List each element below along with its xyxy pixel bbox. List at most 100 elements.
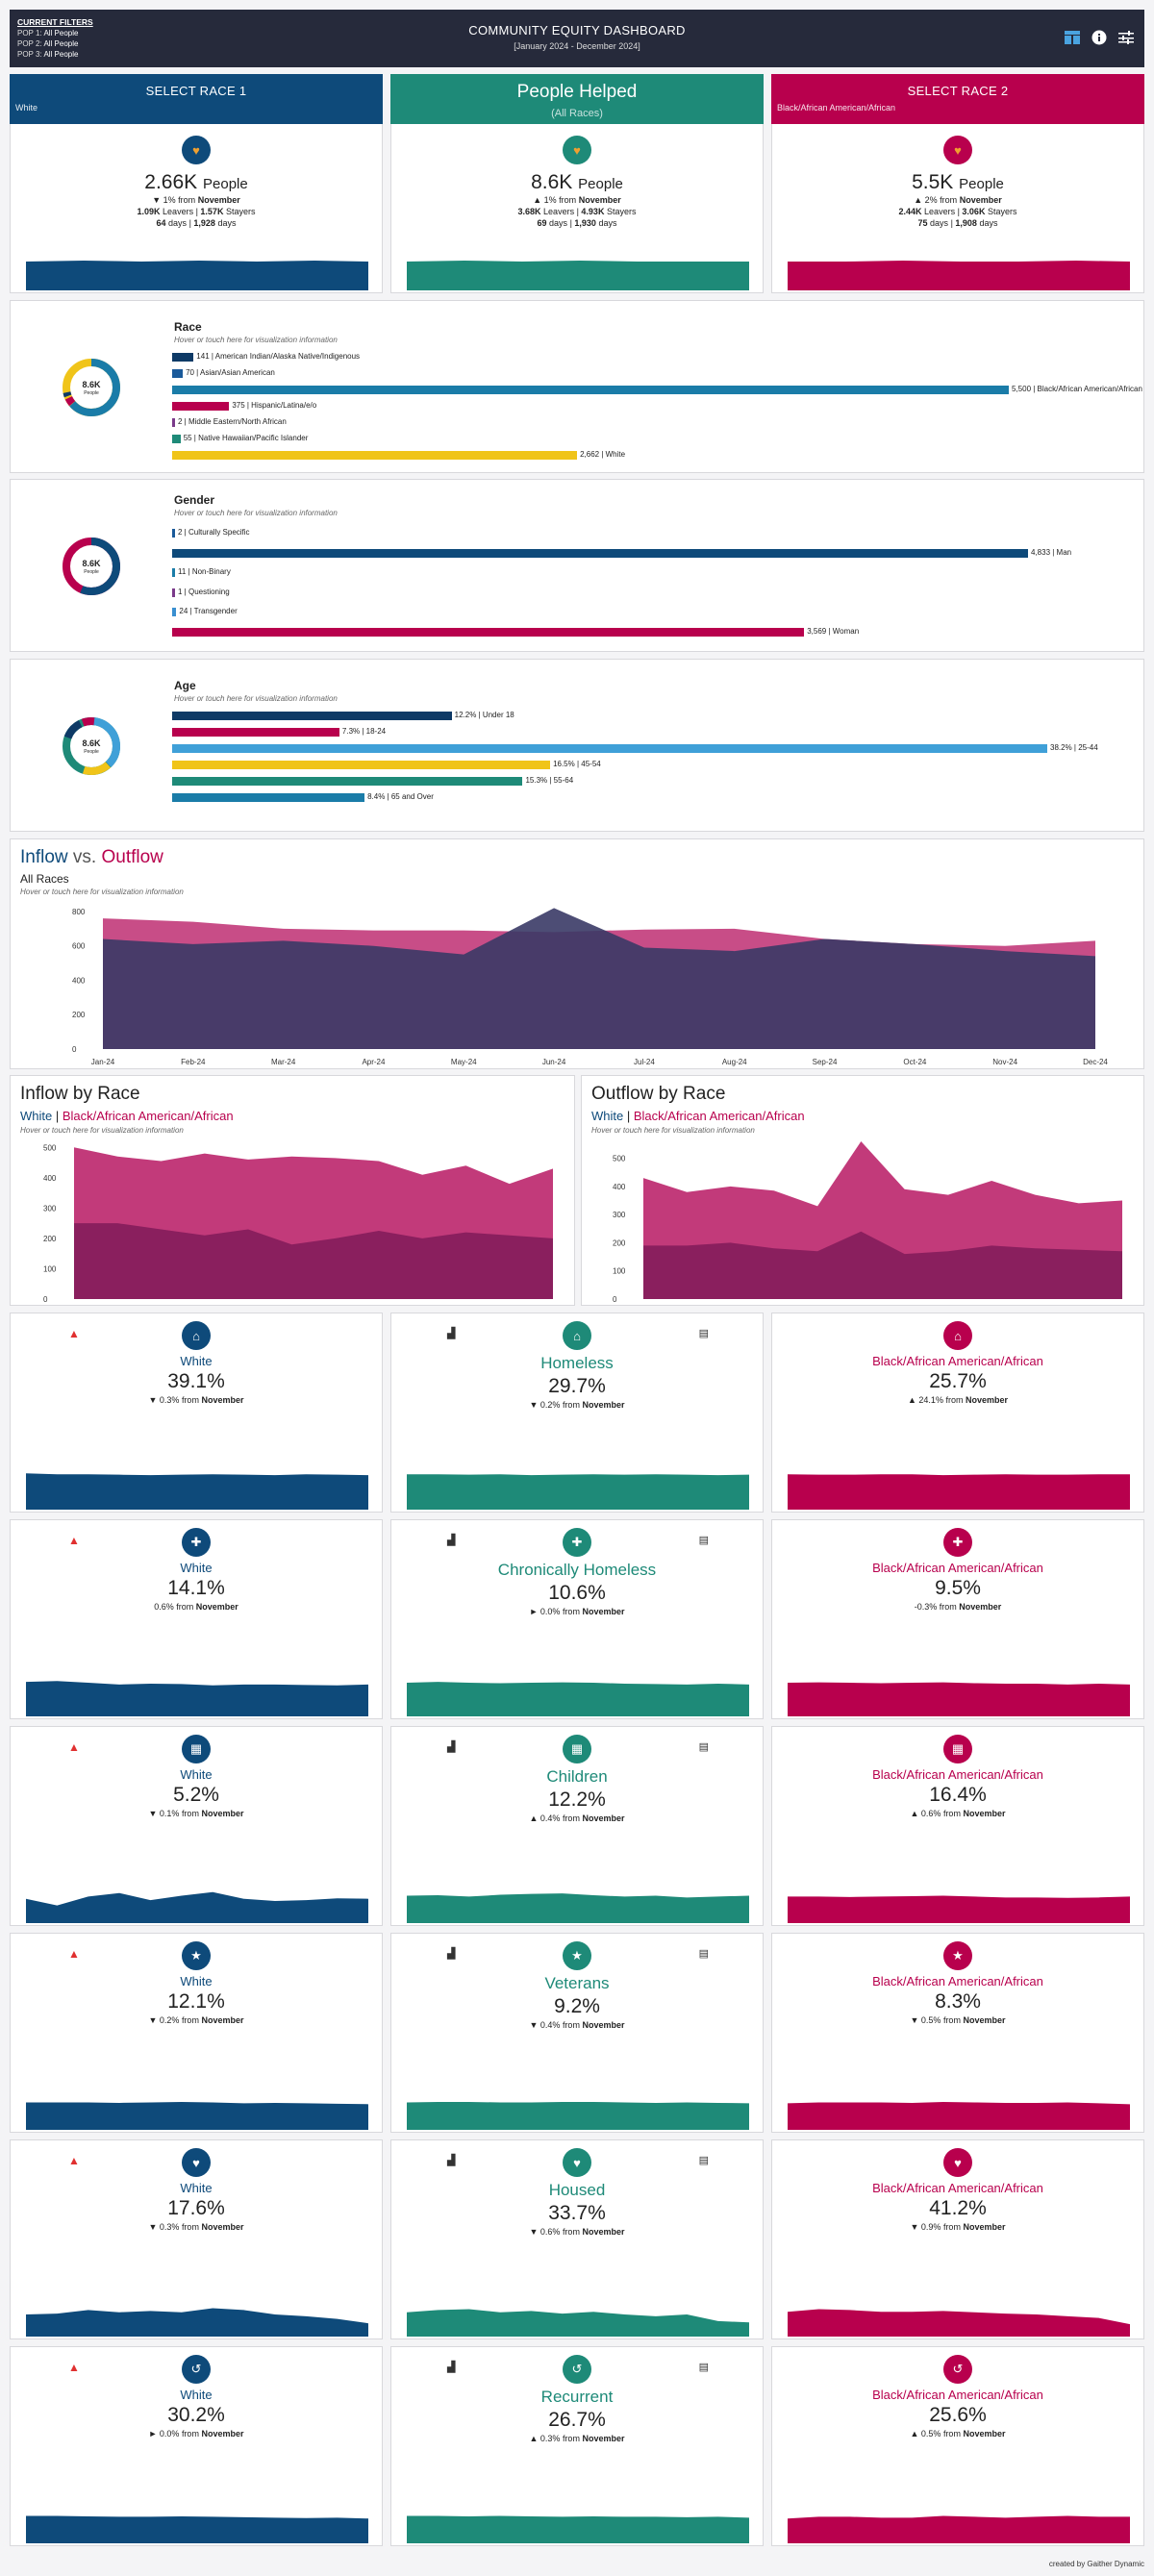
outflow-by-race-chart[interactable]: 0 100 200 300 400 500 [582,1136,1143,1305]
info-icon[interactable] [1091,29,1108,46]
gender-bar [172,588,175,597]
metric-value: 41.2% [929,2197,987,2219]
race-hint[interactable]: Hover or touch here for visualization in… [174,336,338,344]
warning-icon[interactable]: ▲ [68,2154,80,2167]
date-range: [January 2024 - December 2024] [514,41,640,51]
select-race1-dropdown[interactable]: SELECT RACE 1 White [10,74,383,124]
metric-tile[interactable]: ▲ ✚ White 14.1% 0.6% from November [10,1519,383,1719]
warning-icon[interactable]: ▲ [68,2361,80,2374]
chart-icon[interactable]: ▟ [447,1328,456,1339]
leavers-label: Leavers | [163,207,198,216]
metric-tile[interactable]: ★ Black/African American/African 8.3% ▼ 0.5… [771,1933,1144,2133]
document-icon[interactable]: ▤ [698,1535,709,1546]
document-icon[interactable]: ▤ [698,2155,709,2166]
flow-title-vs: vs. [67,847,102,867]
metric-tile[interactable]: ▲ ★ White 12.1% ▼ 0.2% from November [10,1933,383,2133]
inflow-outflow-chart[interactable]: 0 200 400 600 800 Jan-24 Feb-24 Mar-24 Apr-24 May… [11,897,1143,1068]
metric-tile[interactable]: ▟ ▤ ♥ Housed 33.7% ▼ 0.6% from November [390,2139,764,2339]
metric-tile[interactable]: ▲ ↺ White 30.2% ► 0.0% from November [10,2346,383,2546]
document-icon[interactable]: ▤ [698,2362,709,2373]
race1-selection: White [15,103,38,113]
metric-tile[interactable]: ▟ ▤ ⌂ Homeless 29.7% ▼ 0.2% from November [390,1313,764,1513]
outflow-race-title: Outflow by Race [591,1084,726,1104]
document-icon[interactable]: ▤ [698,1328,709,1339]
metric-trend [788,1895,1130,1923]
chart-icon[interactable]: ▟ [447,2155,456,2166]
race2-panel: SELECT RACE 2 Black/African American/Afr… [771,74,1144,293]
x-tick-label: May-24 [451,1058,477,1066]
warning-icon[interactable]: ▲ [68,1327,80,1340]
race-bar-label: 55 | Native Hawaiian/Pacific Islander [183,434,309,442]
y-tick-label: 100 [613,1267,626,1276]
metric-value: 14.1% [167,1577,225,1599]
area-white[interactable] [74,1223,553,1299]
document-icon[interactable]: ▤ [698,1948,709,1960]
chart-icon[interactable]: ▟ [447,1535,456,1546]
gender-donut-unit: People [84,569,99,575]
outflow-race-hint[interactable]: Hover or touch here for visualization in… [591,1126,755,1135]
y-tick-label: 300 [613,1211,626,1219]
age-hint[interactable]: Hover or touch here for visualization in… [174,694,338,703]
inflow-race-hint[interactable]: Hover or touch here for visualization in… [20,1126,184,1135]
metric-tile[interactable]: ▟ ▤ ▦ Children 12.2% ▲ 0.4% from November [390,1726,764,1926]
chart-icon[interactable]: ▟ [447,2362,456,2373]
current-filters[interactable]: CURRENT FILTERS POP 1: All People POP 2:… [17,17,93,60]
gender-bar [172,529,175,538]
metric-name: Children [546,1767,608,1786]
metric-tile[interactable]: ▲ ♥ White 17.6% ▼ 0.3% from November [10,2139,383,2339]
metric-change: ▼ 0.5% from November [910,2015,1006,2025]
flow-hint[interactable]: Hover or touch here for visualization in… [20,888,184,896]
warning-icon[interactable]: ▲ [68,1947,80,1961]
inflow-race-sub-sep: | [52,1109,63,1123]
metric-tile[interactable]: ▟ ▤ ✚ Chronically Homeless 10.6% ► 0.0% from … [390,1519,764,1719]
layout-icon[interactable] [1064,29,1081,46]
chart-icon[interactable]: ▟ [447,1741,456,1753]
metric-trend [26,2102,368,2130]
race-bar-label: 5,500 | Black/African American/African [1012,385,1142,393]
gender-bar-label: 11 | Non-Binary [178,567,231,576]
filter-settings-icon[interactable] [1117,29,1135,46]
page-title: COMMUNITY EQUITY DASHBOARD [468,23,686,38]
inflow-by-race-chart[interactable]: 0 100 200 300 400 500 [11,1136,574,1305]
metric-value: 30.2% [167,2404,225,2426]
metric-name: Black/African American/African [872,1561,1043,1575]
gender-section[interactable]: 8.6K People Gender Hover or touch here f… [10,479,1144,652]
select-race2-dropdown[interactable]: SELECT RACE 2 Black/African American/Afr… [771,74,1144,124]
leavers-label: Leavers | [543,207,579,216]
metric-tile[interactable]: ▦ Black/African American/African 16.4% ▲ 0.… [771,1726,1144,1926]
metric-name: Chronically Homeless [497,1561,657,1579]
metric-tile[interactable]: ▲ ⌂ White 39.1% ▼ 0.3% from November [10,1313,383,1513]
chart-icon[interactable]: ▟ [447,1948,456,1960]
area-white[interactable] [643,1231,1122,1299]
metric-tile[interactable]: ↺ Black/African American/African 25.6% ▲ 0.… [771,2346,1144,2546]
metric-tile[interactable]: ▟ ▤ ↺ Recurrent 26.7% ▲ 0.3% from November [390,2346,764,2546]
race-bar [172,369,184,378]
people-leavers: 3.68K [517,207,541,216]
race1-panel: SELECT RACE 1 White ♥ 2.66K People ▼ 1% … [10,74,383,293]
metric-tile[interactable]: ▟ ▤ ★ Veterans 9.2% ▼ 0.4% from November [390,1933,764,2133]
metric-trend [407,1474,749,1510]
metric-value: 39.1% [167,1370,225,1392]
document-icon[interactable]: ▤ [698,1741,709,1753]
footer-credit: created by Gaither Dynamic [1048,2560,1144,2568]
gender-donut [63,538,120,595]
metric-tile[interactable]: ♥ Black/African American/African 41.2% ▼ 0.… [771,2139,1144,2339]
race1-days2: 1,928 [193,218,215,228]
metric-trend [26,1681,368,1716]
warning-icon[interactable]: ▲ [68,1534,80,1547]
metric-tile[interactable]: ✚ Black/African American/African 9.5% -0.3%… [771,1519,1144,1719]
homeless-icon: ⌂ [943,1321,972,1350]
age-section[interactable]: 8.6K People Age Hover or touch here for … [10,659,1144,832]
race-section[interactable]: 8.6K People Race Hover or touch here for… [10,300,1144,473]
gender-hint[interactable]: Hover or touch here for visualization in… [174,509,338,517]
area-outflow[interactable] [103,908,1095,1049]
recurrent-icon: ↺ [563,2355,591,2384]
race-donut [62,359,120,416]
metric-change: ▼ 0.3% from November [148,2222,244,2232]
metric-value: 5.2% [173,1784,219,1806]
metric-tile[interactable]: ▲ ▦ White 5.2% ▼ 0.1% from November [10,1726,383,1926]
header-bar: CURRENT FILTERS POP 1: All People POP 2:… [10,10,1144,67]
days-label: days [598,218,617,228]
warning-icon[interactable]: ▲ [68,1740,80,1754]
metric-tile[interactable]: ⌂ Black/African American/African 25.7% ▲ 24… [771,1313,1144,1513]
